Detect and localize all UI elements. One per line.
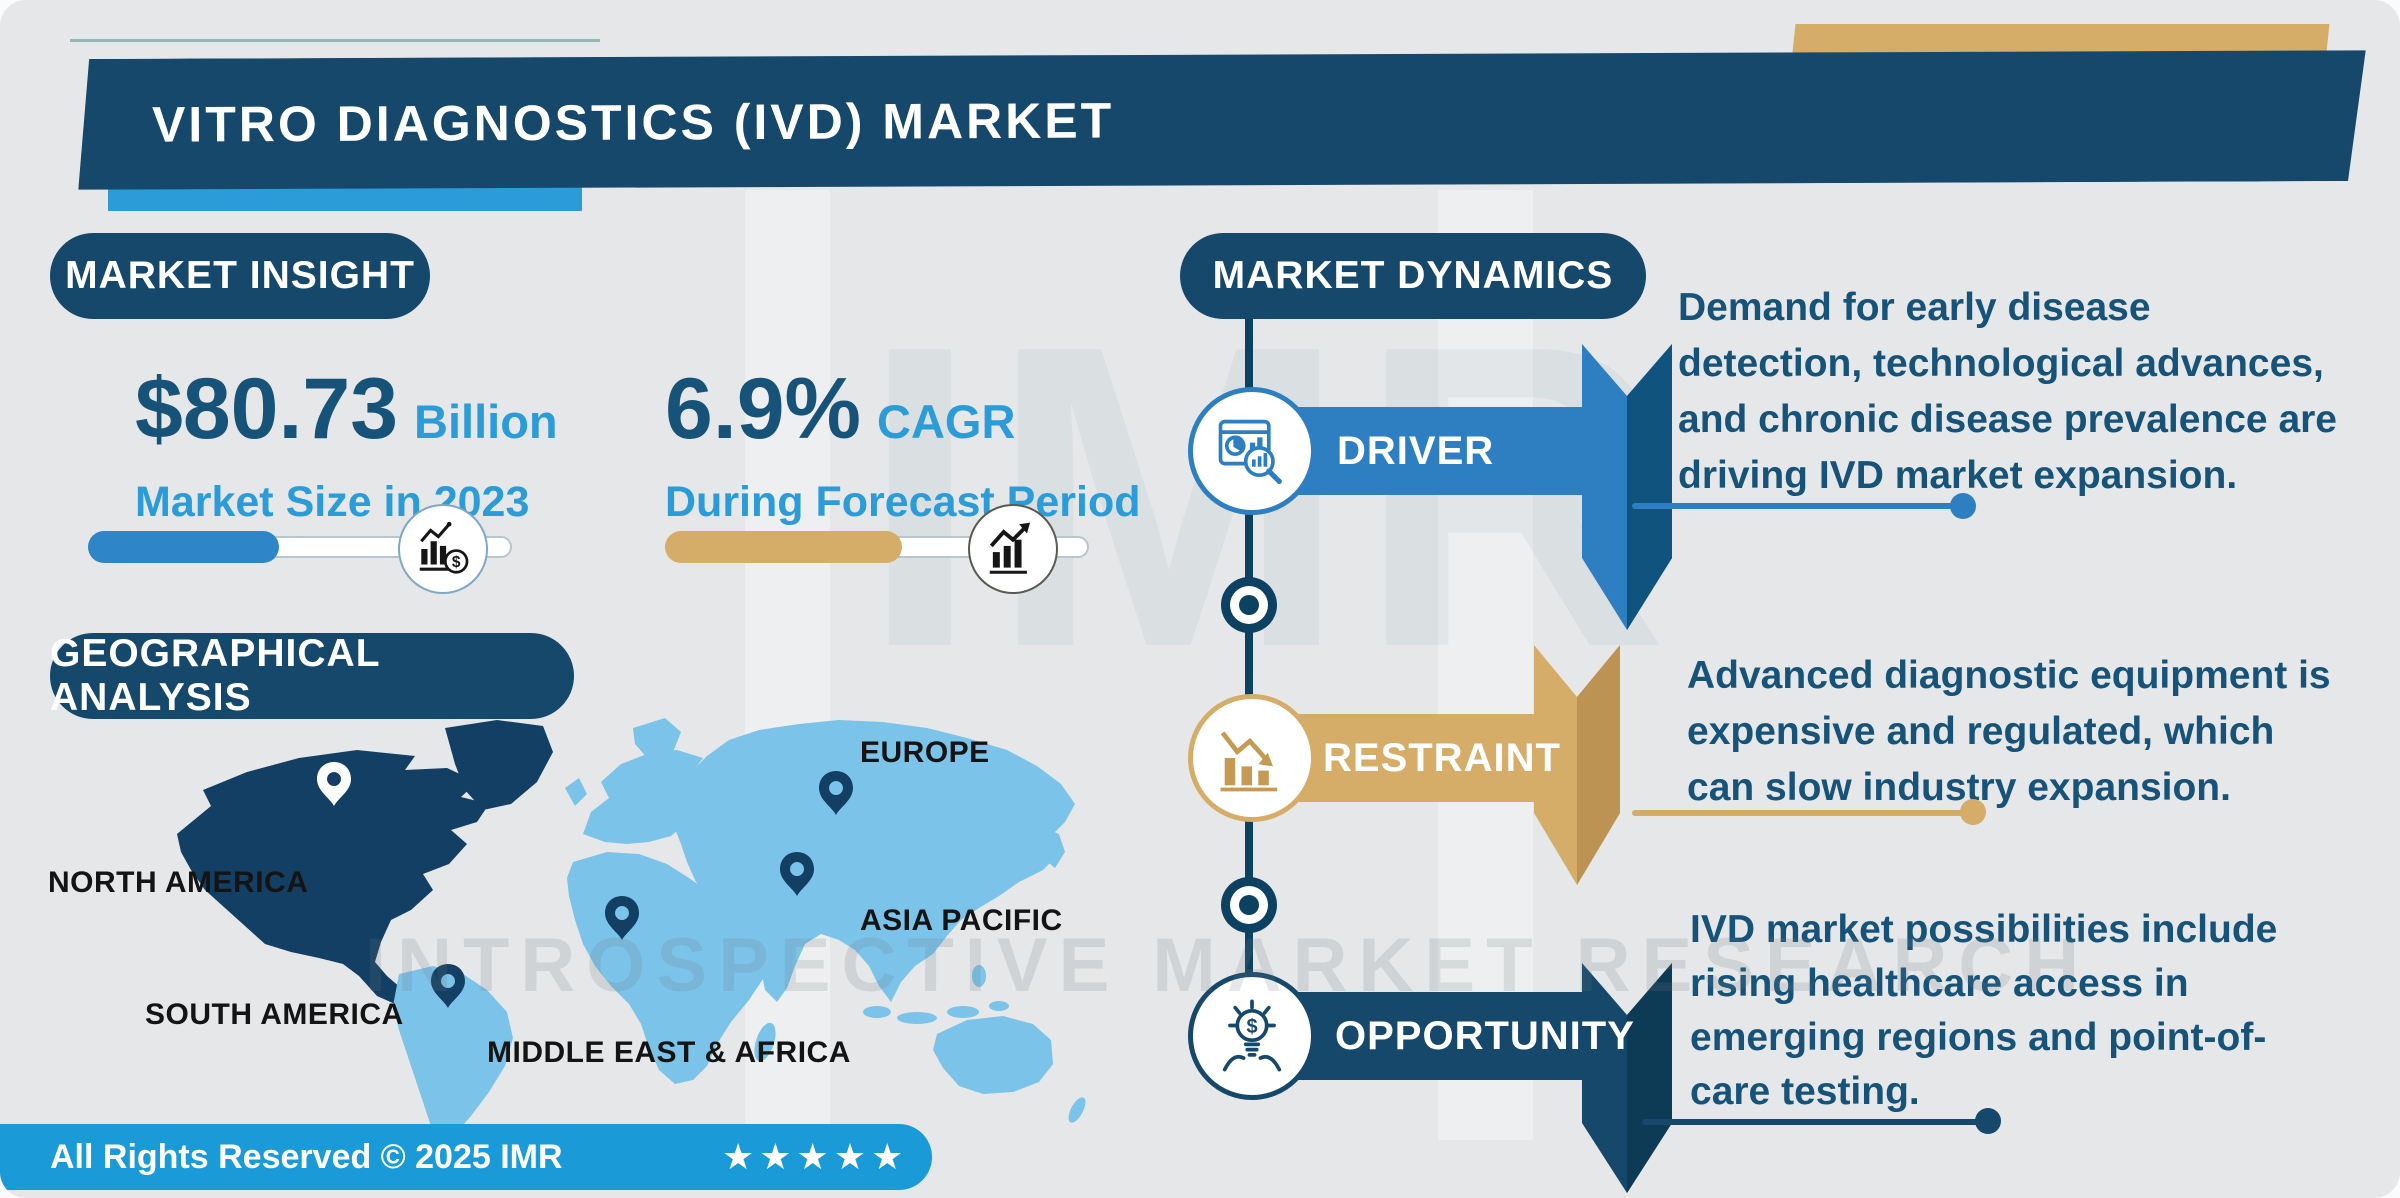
opportunity-ribbon-arrow — [1582, 963, 1672, 1193]
cagr-unit: CAGR — [877, 395, 1016, 448]
driver-underline — [1632, 503, 1962, 509]
geographical-analysis-badge: GEOGRAPHICAL ANALYSIS — [50, 632, 574, 719]
europe-pin — [819, 771, 853, 815]
bar-chart-dollar-icon: $ — [419, 521, 469, 574]
svg-text:$: $ — [452, 554, 461, 571]
cagr-value: 6.9% — [665, 361, 862, 457]
opportunity-label: OPPORTUNITY — [1335, 1013, 1635, 1058]
market-size-circle: $ — [398, 504, 488, 594]
background-band — [1438, 190, 1533, 1140]
opportunity-text: IVD market possibilities include rising … — [1690, 908, 2278, 1113]
cagr-circle — [968, 504, 1058, 594]
chart-magnifier-icon — [1218, 419, 1282, 485]
restraint-underline — [1632, 810, 1972, 816]
market-insight-badge: MARKET INSIGHT — [50, 233, 430, 319]
driver-text: Demand for early disease detection, tech… — [1678, 286, 2338, 497]
restraint-label: RESTRAINT — [1323, 735, 1561, 780]
north-america-pin — [317, 762, 351, 806]
header-blue-underbar — [108, 186, 582, 211]
footer-bar: All Rights Reserved © 2025 IMR ★★★★★ — [0, 1124, 932, 1190]
timeline-node — [1221, 577, 1277, 633]
driver-label: DRIVER — [1337, 428, 1495, 473]
page-title: VITRO DIAGNOSTICS (IVD) MARKET — [151, 92, 1115, 153]
svg-text:$: $ — [1246, 1016, 1257, 1038]
title-banner: VITRO DIAGNOSTICS (IVD) MARKET — [78, 49, 2367, 191]
middle-east-africa-pin — [605, 896, 639, 940]
restraint-text: Advanced diagnostic equipment is expensi… — [1687, 654, 2331, 809]
market-dynamics-badge: MARKET DYNAMICS — [1180, 233, 1646, 319]
timeline-node — [1221, 877, 1277, 933]
asia-pacific-pin — [780, 852, 814, 896]
cagr-progress-fill — [665, 531, 903, 563]
copyright-text: All Rights Reserved © 2025 IMR — [50, 1137, 563, 1176]
driver-icon-circle — [1188, 387, 1316, 515]
north-america-region — [177, 720, 553, 1004]
opportunity-underline — [1642, 1119, 1987, 1125]
europe-label: EUROPE — [860, 736, 990, 769]
rating-stars: ★★★★★ — [722, 1136, 909, 1177]
market-size-stat: $80.73 Billion — [135, 360, 558, 459]
opportunity-icon-circle: $ — [1188, 972, 1316, 1100]
market-size-unit: Billion — [414, 395, 558, 448]
restraint-underline-dot — [1960, 799, 1986, 825]
world-map — [177, 718, 1086, 1142]
north-america-label: NORTH AMERICA — [48, 866, 309, 899]
middle-east-africa-label: MIDDLE EAST & AFRICA — [487, 1036, 851, 1069]
world-regions — [393, 718, 1086, 1142]
cagr-stat: 6.9% CAGR — [665, 360, 1015, 459]
dynamics-timeline — [1245, 300, 1253, 1062]
south-america-label: SOUTH AMERICA — [145, 998, 404, 1031]
asia-pacific-label: ASIA PACIFIC — [860, 904, 1063, 937]
header-accent-line — [70, 39, 600, 42]
restraint-ribbon-arrow — [1534, 645, 1620, 885]
cagr-label: During Forecast Period — [665, 478, 1141, 526]
declining-chart-icon — [1220, 731, 1278, 792]
market-size-progress-fill — [88, 531, 279, 563]
growth-chart-icon — [989, 522, 1031, 574]
opportunity-underline-dot — [1975, 1108, 2001, 1134]
bulb-dollar-icon: $ — [1222, 999, 1282, 1072]
south-america-pin — [431, 964, 465, 1008]
restraint-icon-circle — [1188, 694, 1316, 822]
driver-underline-dot — [1950, 493, 1976, 519]
market-size-value: $80.73 — [135, 361, 399, 457]
driver-ribbon-arrow — [1582, 344, 1672, 630]
